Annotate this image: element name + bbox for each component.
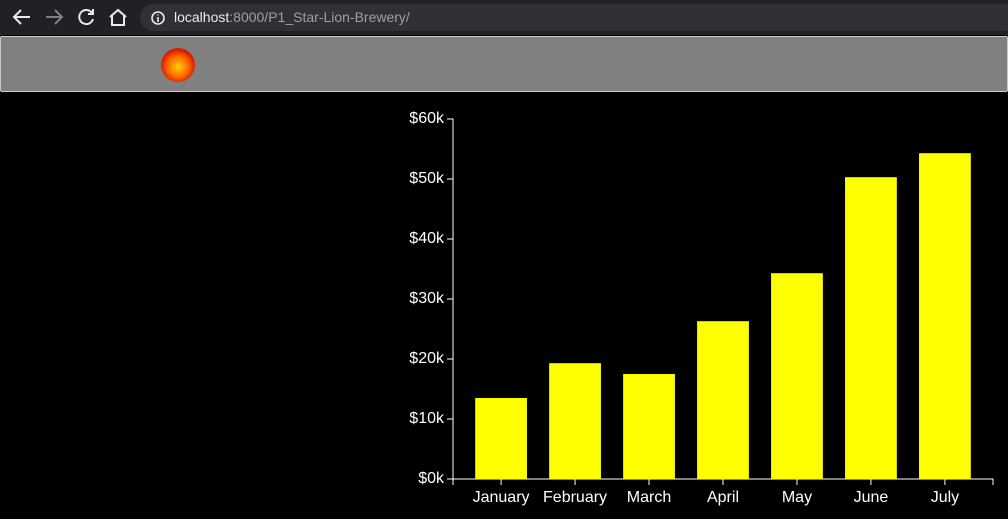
url-path: :8000/P1_Star-Lion-Brewery/ bbox=[229, 9, 410, 25]
x-tick-label: July bbox=[931, 489, 959, 506]
y-tick-label: $40k bbox=[409, 230, 445, 247]
x-tick-label: April bbox=[707, 489, 739, 506]
y-tick-label: $10k bbox=[409, 410, 445, 427]
x-axis bbox=[452, 478, 994, 485]
y-tick-label: $60k bbox=[409, 110, 445, 127]
x-tick-label: June bbox=[854, 489, 889, 506]
info-icon[interactable] bbox=[148, 8, 168, 28]
x-tick-label: January bbox=[473, 489, 530, 506]
y-tick-label: $50k bbox=[409, 170, 445, 187]
y-tick-label: $0k bbox=[418, 470, 445, 487]
url: localhost:8000/P1_Star-Lion-Brewery/ bbox=[174, 9, 410, 25]
nav-buttons bbox=[12, 8, 127, 26]
x-tick-label: March bbox=[627, 489, 671, 506]
url-host: localhost bbox=[174, 9, 230, 25]
bar bbox=[919, 153, 971, 479]
browser-toolbar: localhost:8000/P1_Star-Lion-Brewery/ bbox=[0, 0, 1008, 35]
reload-button[interactable] bbox=[78, 9, 94, 26]
bar bbox=[475, 398, 527, 479]
bar bbox=[697, 321, 749, 479]
y-tick-label: $20k bbox=[409, 350, 445, 367]
bar bbox=[623, 374, 675, 479]
forward-button[interactable] bbox=[46, 9, 64, 25]
bar bbox=[549, 363, 601, 479]
home-button[interactable] bbox=[109, 8, 127, 26]
y-tick-label: $30k bbox=[409, 290, 445, 307]
navbar bbox=[0, 36, 1008, 92]
x-tick-label: February bbox=[543, 489, 607, 506]
y-axis bbox=[447, 118, 454, 480]
bar bbox=[845, 177, 897, 479]
bar bbox=[771, 273, 823, 479]
address-bar[interactable] bbox=[140, 4, 1008, 31]
x-tick-label: May bbox=[782, 489, 812, 506]
back-button[interactable] bbox=[12, 9, 30, 25]
logo[interactable] bbox=[157, 40, 201, 90]
